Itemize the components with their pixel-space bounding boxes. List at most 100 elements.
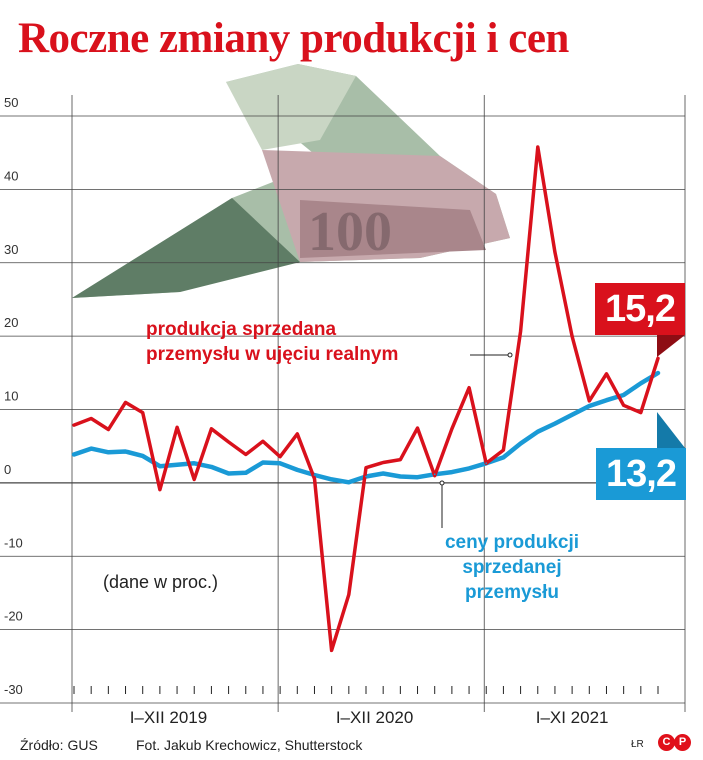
production-point [468, 386, 470, 389]
price-point [313, 474, 316, 476]
price-point [347, 481, 350, 484]
price-point [588, 405, 591, 407]
units-note: (dane w proc.) [103, 572, 219, 592]
production-point [90, 417, 93, 420]
publisher-logo-c: C [658, 734, 675, 751]
y-tick-label: 10 [4, 389, 18, 404]
y-tick-label: -20 [4, 609, 23, 624]
production-point [244, 453, 247, 456]
production-point [519, 330, 522, 333]
price-point [227, 472, 230, 475]
price-point [141, 455, 144, 457]
production-point [554, 251, 556, 253]
production-point [107, 428, 110, 431]
price-last-value-badge: 13,2 [596, 448, 686, 500]
production-label-line2: przemysłu w ujęciu realnym [146, 344, 399, 365]
production-point [657, 357, 659, 360]
production-point [639, 411, 642, 414]
production-point [193, 478, 196, 481]
production-point [313, 477, 316, 480]
price-point [296, 468, 299, 471]
y-tick-label: 20 [4, 315, 18, 330]
production-point [262, 440, 264, 443]
production-point [347, 593, 350, 596]
production-last-value-badge: 15,2 [595, 283, 685, 335]
price-point [554, 422, 556, 425]
price-point [107, 451, 110, 454]
price-point [433, 473, 436, 476]
y-tick-label: 30 [4, 242, 18, 257]
production-point [73, 424, 75, 427]
production-label-dot [507, 352, 513, 358]
price-point [450, 471, 453, 473]
prices-series-label: ceny produkcji sprzedanej przemysłu [427, 530, 597, 605]
author-initials: ŁR [631, 739, 644, 750]
production-point [330, 649, 333, 652]
price-point [468, 467, 470, 470]
y-tick-label: -10 [4, 535, 23, 550]
price-point [210, 466, 213, 468]
price-point [536, 430, 539, 433]
svg-text:100: 100 [308, 201, 392, 263]
price-point [244, 471, 247, 474]
price-point [90, 447, 93, 450]
price-point [176, 463, 178, 466]
chart-title: Roczne zmiany produkcji i cen [18, 15, 569, 62]
production-point [588, 400, 591, 402]
production-point [176, 426, 178, 429]
price-point [158, 465, 161, 468]
prices-label-line1: ceny produkcji [444, 532, 580, 553]
production-point [536, 146, 539, 148]
price-point [416, 476, 419, 479]
price-point [605, 399, 608, 402]
production-point [279, 455, 282, 458]
price-point [279, 462, 282, 465]
production-point [365, 466, 367, 469]
y-tick-label: -30 [4, 682, 23, 697]
price-point [193, 462, 196, 465]
photo-credit: Fot. Jakub Krechowicz, Shutterstock [136, 737, 363, 753]
price-point [330, 478, 333, 481]
production-point [296, 433, 299, 435]
x-year-label: I–XII 2019 [130, 708, 208, 727]
x-year-label: I–XI 2021 [536, 708, 609, 727]
price-point [502, 456, 505, 459]
production-label-line1: produkcja sprzedana [146, 319, 337, 340]
price-point [657, 372, 659, 374]
production-point [433, 474, 436, 477]
x-year-label: I–XII 2020 [336, 708, 414, 727]
price-point [622, 394, 625, 396]
y-tick-label: 40 [4, 168, 18, 183]
production-point [605, 372, 608, 375]
production-point [622, 404, 625, 407]
production-point [158, 488, 161, 491]
production-badge-pointer [657, 335, 685, 357]
price-point [399, 475, 402, 478]
price-point [365, 475, 367, 478]
production-point [141, 411, 144, 414]
production-point [382, 461, 385, 464]
price-point [73, 453, 75, 456]
price-point [485, 462, 488, 465]
price-point [571, 413, 574, 416]
prices-label-dot [439, 480, 445, 486]
price-badge-pointer [657, 412, 685, 448]
production-point [124, 401, 127, 404]
y-tick-label: 50 [4, 95, 18, 110]
production-point [502, 449, 505, 451]
y-tick-label: 0 [4, 462, 11, 477]
price-point [124, 450, 127, 453]
price-point [519, 442, 522, 445]
production-point [399, 458, 402, 461]
production-point [416, 427, 419, 429]
production-point [210, 427, 213, 430]
banknote-plane-image: 100 [72, 64, 510, 298]
price-point [639, 382, 642, 385]
production-point [227, 441, 230, 443]
price-point [382, 472, 385, 475]
production-point [571, 335, 574, 338]
source-note: Źródło: GUS [20, 737, 98, 753]
prices-label-line3: przemysłu [465, 582, 559, 603]
publisher-logo-p: P [674, 734, 691, 751]
